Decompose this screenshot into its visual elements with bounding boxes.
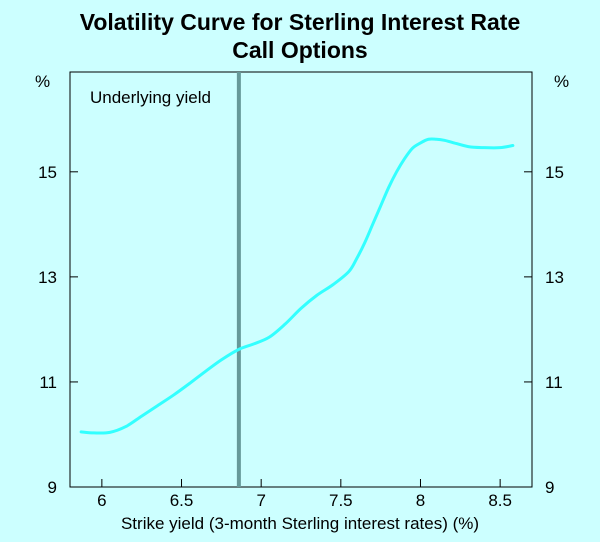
- y-tick-label-left: 15: [38, 163, 57, 182]
- left-axis-unit: %: [35, 72, 50, 91]
- series-group: [79, 137, 515, 435]
- x-axis-label: Strike yield (3-month Sterling interest …: [121, 514, 479, 533]
- y-tick-label-right: 9: [545, 478, 554, 497]
- y-axis-ticks: 9 9 11 11 13 13 15 15: [38, 163, 564, 497]
- x-tick-label: 6: [97, 491, 106, 510]
- x-tick-label: 8: [416, 491, 425, 510]
- y-tick-label-left: 9: [48, 478, 57, 497]
- x-tick-label: 7.5: [329, 491, 353, 510]
- chart-title-line-1: Volatility Curve for Sterling Interest R…: [80, 9, 521, 35]
- x-tick-label: 8.5: [488, 491, 512, 510]
- y-tick-label-right: 13: [545, 268, 564, 287]
- y-tick-label-left: 11: [39, 373, 57, 392]
- right-axis-unit: %: [554, 72, 569, 91]
- x-axis-ticks: 6 6.5 7 7.5 8 8.5: [97, 479, 512, 510]
- y-tick-label-left: 13: [38, 268, 57, 287]
- y-tick-label-right: 15: [545, 163, 564, 182]
- underlying-yield-label: Underlying yield: [90, 88, 211, 107]
- chart-title-line-2: Call Options: [232, 37, 367, 63]
- volatility-series-line: [79, 137, 515, 435]
- x-tick-label: 6.5: [170, 491, 194, 510]
- x-tick-label: 7: [256, 491, 265, 510]
- plot-area-frame: [69, 71, 533, 488]
- y-tick-label-right: 11: [545, 373, 563, 392]
